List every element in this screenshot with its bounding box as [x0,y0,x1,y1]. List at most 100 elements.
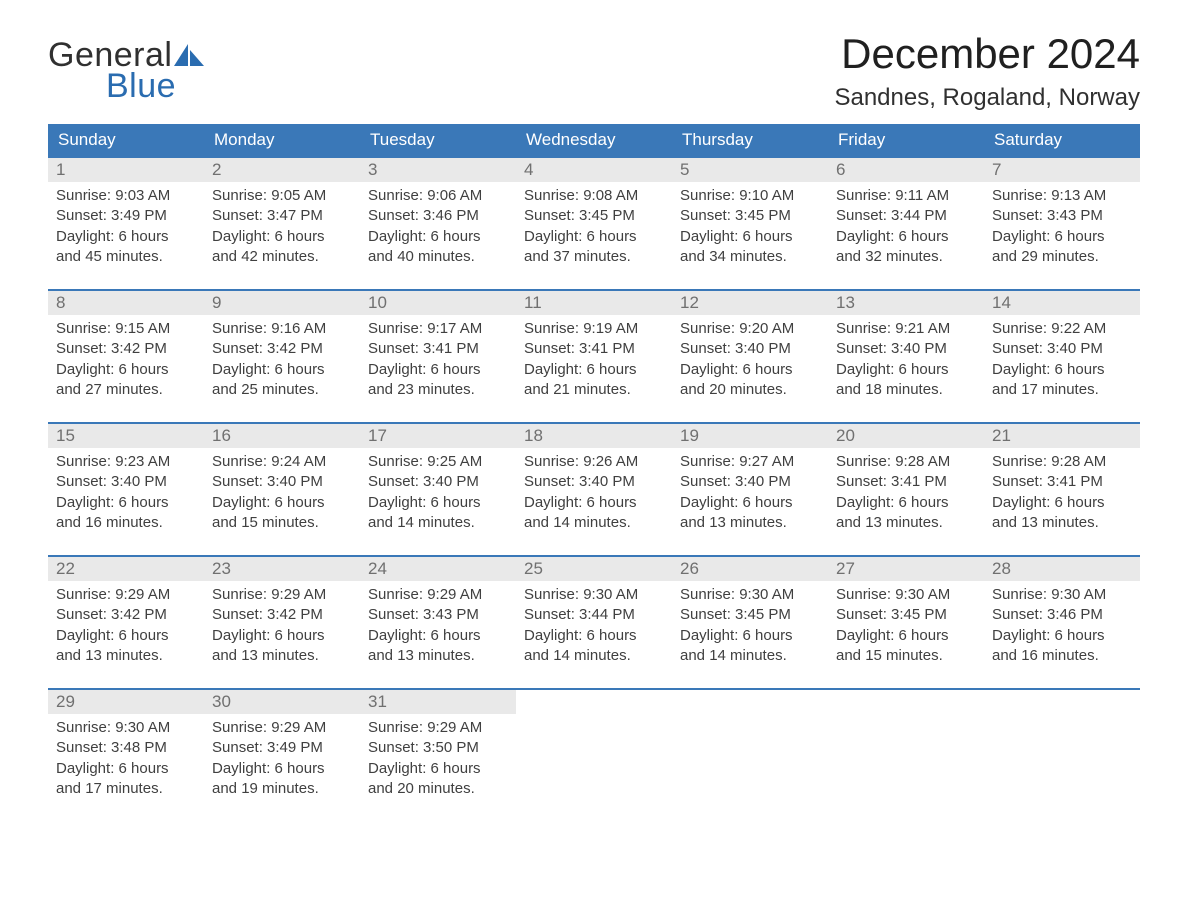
day-content-cell [516,714,672,822]
sunrise-line: Sunrise: 9:22 AM [992,319,1132,339]
daylight-line-2: and 13 minutes. [992,513,1132,533]
daylight-line-1: Daylight: 6 hours [368,759,508,779]
sunrise-line: Sunrise: 9:19 AM [524,319,664,339]
sunset-line: Sunset: 3:42 PM [56,605,196,625]
calendar-table: Sunday Monday Tuesday Wednesday Thursday… [48,124,1140,822]
daylight-line-1: Daylight: 6 hours [992,493,1132,513]
daylight-line-1: Daylight: 6 hours [992,626,1132,646]
sunrise-line: Sunrise: 9:06 AM [368,186,508,206]
day-content-cell: Sunrise: 9:08 AMSunset: 3:45 PMDaylight:… [516,182,672,290]
daylight-line-1: Daylight: 6 hours [992,227,1132,247]
daylight-line-2: and 40 minutes. [368,247,508,267]
day-content-cell: Sunrise: 9:30 AMSunset: 3:46 PMDaylight:… [984,581,1140,689]
daylight-line-2: and 16 minutes. [992,646,1132,666]
daylight-line-2: and 20 minutes. [680,380,820,400]
sunrise-line: Sunrise: 9:29 AM [368,585,508,605]
daylight-line-1: Daylight: 6 hours [56,360,196,380]
sunrise-line: Sunrise: 9:30 AM [992,585,1132,605]
day-header: Wednesday [516,124,672,157]
sunset-line: Sunset: 3:46 PM [992,605,1132,625]
day-number-cell: 13 [828,290,984,315]
day-content-cell: Sunrise: 9:19 AMSunset: 3:41 PMDaylight:… [516,315,672,423]
day-content-cell: Sunrise: 9:22 AMSunset: 3:40 PMDaylight:… [984,315,1140,423]
sunset-line: Sunset: 3:46 PM [368,206,508,226]
daylight-line-1: Daylight: 6 hours [56,759,196,779]
daylight-line-2: and 21 minutes. [524,380,664,400]
sunset-line: Sunset: 3:40 PM [992,339,1132,359]
daylight-line-1: Daylight: 6 hours [524,493,664,513]
day-content-cell [672,714,828,822]
daylight-line-2: and 17 minutes. [992,380,1132,400]
day-content-cell: Sunrise: 9:20 AMSunset: 3:40 PMDaylight:… [672,315,828,423]
daylight-line-2: and 14 minutes. [524,646,664,666]
daylight-line-2: and 14 minutes. [680,646,820,666]
day-number-cell: 18 [516,423,672,448]
daylight-line-1: Daylight: 6 hours [680,360,820,380]
sunset-line: Sunset: 3:44 PM [836,206,976,226]
daylight-line-2: and 42 minutes. [212,247,352,267]
daylight-line-2: and 13 minutes. [680,513,820,533]
daylight-line-2: and 17 minutes. [56,779,196,799]
content-row: Sunrise: 9:03 AMSunset: 3:49 PMDaylight:… [48,182,1140,290]
day-number-cell: 15 [48,423,204,448]
sunset-line: Sunset: 3:40 PM [56,472,196,492]
daynum-row: 22232425262728 [48,556,1140,581]
daylight-line-1: Daylight: 6 hours [680,626,820,646]
day-content-cell: Sunrise: 9:17 AMSunset: 3:41 PMDaylight:… [360,315,516,423]
daylight-line-2: and 15 minutes. [836,646,976,666]
day-number-cell [984,689,1140,714]
daylight-line-2: and 13 minutes. [368,646,508,666]
sunset-line: Sunset: 3:50 PM [368,738,508,758]
day-number-cell: 10 [360,290,516,315]
content-row: Sunrise: 9:30 AMSunset: 3:48 PMDaylight:… [48,714,1140,822]
day-header-row: Sunday Monday Tuesday Wednesday Thursday… [48,124,1140,157]
sunrise-line: Sunrise: 9:23 AM [56,452,196,472]
day-number-cell: 9 [204,290,360,315]
day-number-cell: 6 [828,157,984,182]
sunrise-line: Sunrise: 9:29 AM [368,718,508,738]
sunset-line: Sunset: 3:42 PM [212,339,352,359]
daylight-line-1: Daylight: 6 hours [836,227,976,247]
sunset-line: Sunset: 3:40 PM [524,472,664,492]
sunset-line: Sunset: 3:45 PM [680,605,820,625]
sunrise-line: Sunrise: 9:28 AM [836,452,976,472]
daylight-line-1: Daylight: 6 hours [836,360,976,380]
day-content-cell: Sunrise: 9:29 AMSunset: 3:50 PMDaylight:… [360,714,516,822]
sunrise-line: Sunrise: 9:29 AM [212,718,352,738]
day-content-cell: Sunrise: 9:30 AMSunset: 3:45 PMDaylight:… [828,581,984,689]
sunset-line: Sunset: 3:41 PM [524,339,664,359]
day-content-cell: Sunrise: 9:21 AMSunset: 3:40 PMDaylight:… [828,315,984,423]
day-content-cell: Sunrise: 9:10 AMSunset: 3:45 PMDaylight:… [672,182,828,290]
daylight-line-1: Daylight: 6 hours [56,626,196,646]
daylight-line-1: Daylight: 6 hours [212,759,352,779]
sunrise-line: Sunrise: 9:27 AM [680,452,820,472]
day-number-cell: 25 [516,556,672,581]
daylight-line-2: and 14 minutes. [524,513,664,533]
daylight-line-2: and 20 minutes. [368,779,508,799]
daylight-line-1: Daylight: 6 hours [56,227,196,247]
daylight-line-1: Daylight: 6 hours [680,227,820,247]
daylight-line-1: Daylight: 6 hours [524,227,664,247]
day-content-cell: Sunrise: 9:29 AMSunset: 3:43 PMDaylight:… [360,581,516,689]
sunset-line: Sunset: 3:40 PM [836,339,976,359]
day-number-cell [672,689,828,714]
sunset-line: Sunset: 3:40 PM [680,472,820,492]
day-number-cell [516,689,672,714]
day-number-cell: 26 [672,556,828,581]
daylight-line-1: Daylight: 6 hours [368,493,508,513]
day-number-cell: 12 [672,290,828,315]
sunrise-line: Sunrise: 9:03 AM [56,186,196,206]
daylight-line-1: Daylight: 6 hours [212,227,352,247]
daylight-line-1: Daylight: 6 hours [212,626,352,646]
sunset-line: Sunset: 3:42 PM [56,339,196,359]
daylight-line-1: Daylight: 6 hours [212,493,352,513]
day-number-cell: 16 [204,423,360,448]
sunset-line: Sunset: 3:45 PM [680,206,820,226]
day-number-cell: 5 [672,157,828,182]
day-number-cell: 7 [984,157,1140,182]
day-number-cell [828,689,984,714]
sunrise-line: Sunrise: 9:24 AM [212,452,352,472]
sunrise-line: Sunrise: 9:28 AM [992,452,1132,472]
day-content-cell: Sunrise: 9:30 AMSunset: 3:44 PMDaylight:… [516,581,672,689]
day-number-cell: 21 [984,423,1140,448]
